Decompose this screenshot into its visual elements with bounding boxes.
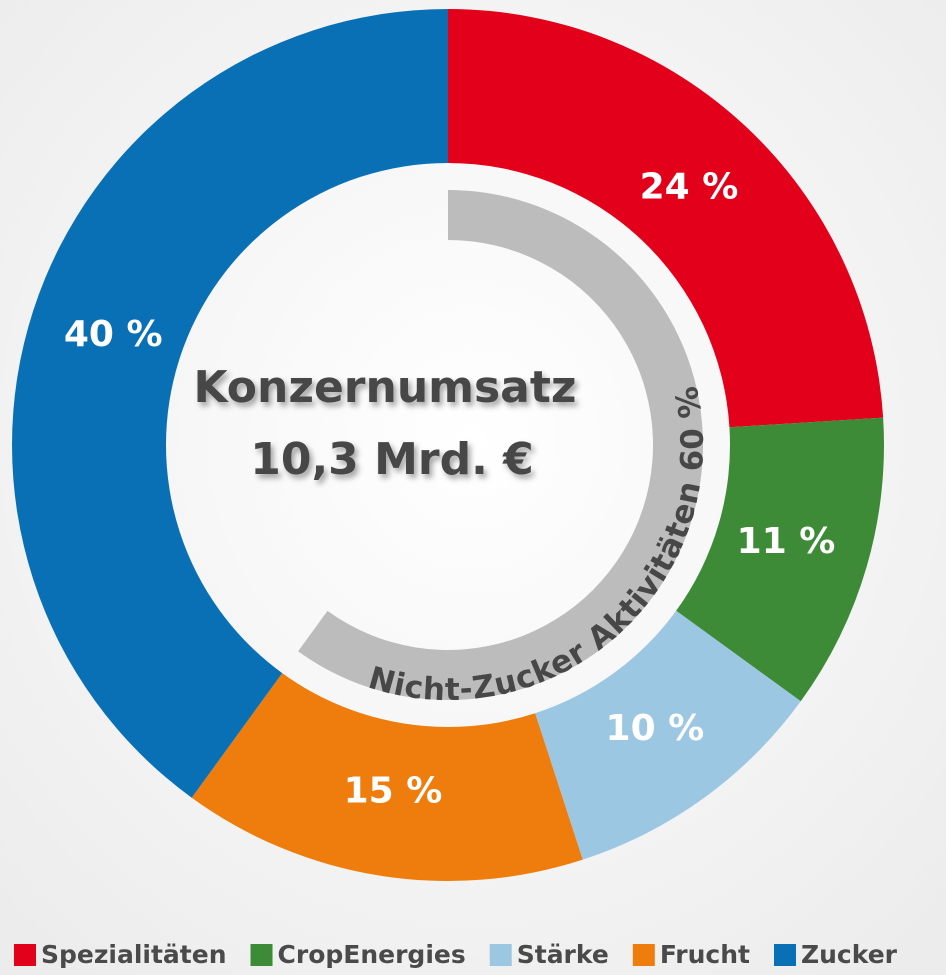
center-subtitle: 10,3 Mrd. €	[250, 434, 534, 485]
value-label: 11 %	[737, 521, 836, 562]
donut-slice	[448, 9, 884, 428]
center-title: Konzernumsatz	[193, 362, 576, 413]
legend-label: Spezialitäten	[41, 940, 227, 969]
legend-swatch	[632, 944, 655, 966]
value-label: 15 %	[344, 771, 443, 812]
donut-slice	[535, 610, 801, 860]
donut-slice	[12, 8, 449, 798]
legend-label: CropEnergies	[278, 940, 466, 969]
value-label: 24 %	[640, 166, 739, 207]
legend-swatch	[489, 944, 512, 966]
legend-label: Zucker	[801, 940, 898, 969]
legend-swatch	[250, 944, 273, 966]
value-label: 40 %	[64, 314, 163, 355]
annotation-arc	[298, 190, 703, 700]
legend-label: Stärke	[517, 940, 609, 969]
donut-slice	[676, 417, 884, 702]
value-label: 10 %	[606, 708, 705, 749]
legend-swatch	[14, 944, 36, 966]
legend-swatch	[774, 944, 796, 966]
donut-slice	[191, 673, 583, 881]
legend-label: Frucht	[660, 940, 750, 969]
